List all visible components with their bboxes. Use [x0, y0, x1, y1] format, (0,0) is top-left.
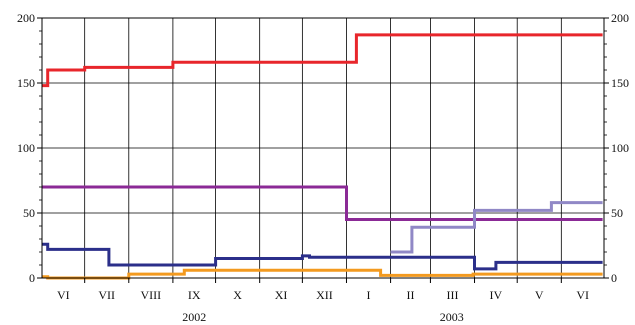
x-tick-label: I	[367, 288, 371, 302]
x-tick-label: VII	[98, 288, 115, 302]
y-tick-label-right: 150	[611, 76, 629, 90]
series-line	[390, 201, 603, 254]
x-tick-label: VI	[576, 288, 589, 302]
y-tick-label-right: 0	[611, 271, 617, 285]
series-line	[42, 185, 603, 221]
year-label: 2003	[440, 310, 464, 324]
series-group	[42, 33, 603, 280]
y-tick-label-left: 50	[23, 206, 35, 220]
series-line	[42, 242, 603, 271]
x-tick-label: IV	[490, 288, 503, 302]
y-tick-label-left: 150	[17, 76, 35, 90]
x-tick-label: V	[535, 288, 544, 302]
x-tick-label: III	[446, 288, 458, 302]
y-tick-label-right: 50	[611, 206, 623, 220]
x-tick-label: X	[233, 288, 242, 302]
x-tick-label: XII	[316, 288, 333, 302]
y-tick-label-right: 200	[611, 11, 629, 25]
grid	[42, 17, 604, 279]
x-tick-label: VIII	[141, 288, 162, 302]
y-tick-label-left: 0	[29, 271, 35, 285]
series-line	[42, 33, 603, 88]
x-tick-label: II	[407, 288, 415, 302]
year-label: 2002	[182, 310, 206, 324]
y-tick-label-right: 100	[611, 141, 629, 155]
x-tick-label: IX	[188, 288, 201, 302]
x-tick-label: XI	[275, 288, 288, 302]
x-tick-label: VI	[57, 288, 70, 302]
y-tick-label-left: 200	[17, 11, 35, 25]
series-line	[42, 268, 603, 280]
y-tick-label-left: 100	[17, 141, 35, 155]
